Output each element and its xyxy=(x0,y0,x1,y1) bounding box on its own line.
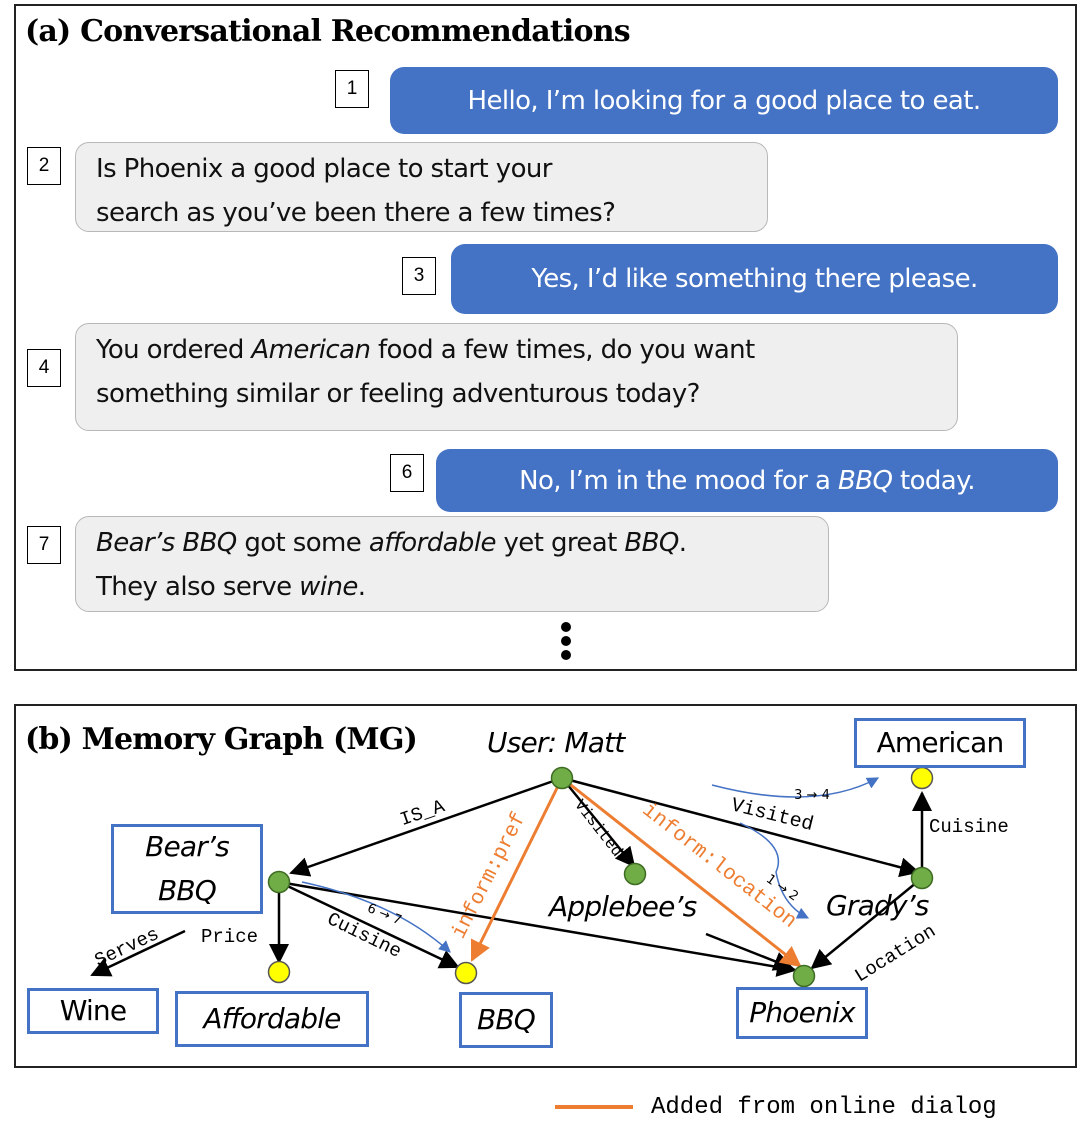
entity-american: American xyxy=(854,718,1026,768)
legend: Added from online dialog xyxy=(555,1092,997,1122)
turn-number-3: 3 xyxy=(402,257,436,295)
user-message-3: Yes, I’d like something there please. xyxy=(451,244,1058,314)
user-message-6: No, I’m in the mood for a BBQ today. xyxy=(436,449,1058,512)
edge-cuisine-bears xyxy=(278,880,460,969)
turn-ref-3-4: 3 → 4 xyxy=(794,788,830,803)
text: . xyxy=(357,572,366,602)
edge-label-serves: Serves xyxy=(91,923,162,972)
node-gradys xyxy=(910,866,934,890)
text: They also serve xyxy=(96,572,300,602)
node-bbq xyxy=(454,961,478,985)
message-line: something similar or feeling adventurous… xyxy=(96,372,937,416)
system-message-4: You ordered American food a few times, d… xyxy=(75,323,958,431)
turn-number-2: 2 xyxy=(27,147,61,185)
user-message-1: Hello, I’m looking for a good place to e… xyxy=(390,67,1058,134)
turn-number-1: 1 xyxy=(335,70,369,108)
message-line: search as you’ve been there a few times? xyxy=(96,191,747,235)
text: got some xyxy=(236,528,369,558)
turn-arrow-1-2 xyxy=(739,822,810,919)
text: Is Phoenix a good place to start your xyxy=(96,154,552,184)
node-label-gradys: Grady’s xyxy=(826,889,929,922)
system-message-2: Is Phoenix a good place to start your sea… xyxy=(75,142,768,232)
legend-orange-line-swatch xyxy=(555,1105,633,1109)
entity-bbq: BBQ xyxy=(459,992,553,1048)
entity-wine: Wine xyxy=(27,988,159,1034)
italic-text: Bear’s BBQ xyxy=(96,528,237,558)
conversation-panel-title: (a) Conversational Recommendations xyxy=(25,14,631,49)
node-user-matt xyxy=(550,766,574,790)
edge-label-cuisine-gradys: Cuisine xyxy=(929,816,1009,838)
node-affordable xyxy=(267,960,291,984)
message-line: Is Phoenix a good place to start your xyxy=(96,147,747,191)
italic-text: affordable xyxy=(368,528,497,558)
legend-label: Added from online dialog xyxy=(651,1093,997,1121)
edge-inform-pref xyxy=(470,777,564,962)
message-line: You ordered American food a few times, d… xyxy=(96,328,937,372)
turn-number-4: 4 xyxy=(27,349,61,387)
message-line: Bear’s BBQ got some affordable yet great… xyxy=(96,521,808,565)
memory-graph-panel-title: (b) Memory Graph (MG) xyxy=(25,722,418,757)
text: . xyxy=(678,528,687,558)
edge-is-a xyxy=(289,776,563,877)
text: Yes, I’d like something there please. xyxy=(531,264,978,294)
edge-bears-phoenix xyxy=(278,880,797,977)
message-line: They also serve wine. xyxy=(96,565,808,609)
edge-label-price: Price xyxy=(201,926,258,948)
node-bears-bbq xyxy=(267,870,291,894)
edge-applebees-phoenix xyxy=(705,932,794,971)
turn-arrow-3-4 xyxy=(711,777,880,798)
entity-bears-bbq-line1: Bear’s xyxy=(145,830,230,863)
edge-visited-applebees xyxy=(561,777,636,868)
edge-label-location: Location xyxy=(851,920,940,987)
text: search as you’ve been there a few times? xyxy=(96,198,616,228)
italic-text: American xyxy=(251,335,371,365)
message-line: No, I’m in the mood for a BBQ today. xyxy=(519,459,975,503)
turn-number-7: 7 xyxy=(27,526,61,564)
node-label-user-matt: User: Matt xyxy=(487,726,625,759)
italic-text: BBQ xyxy=(624,528,679,558)
text: today. xyxy=(892,465,976,496)
edge-serves xyxy=(90,929,186,977)
text: You ordered xyxy=(96,335,252,365)
message-line: Hello, I’m looking for a good place to e… xyxy=(467,79,982,123)
node-phoenix xyxy=(792,964,816,988)
entity-affordable: Affordable xyxy=(175,991,369,1047)
italic-text: BBQ xyxy=(837,465,893,496)
entity-phoenix: Phoenix xyxy=(736,987,868,1039)
text: something similar or feeling adventurous… xyxy=(96,379,700,409)
entity-bears-bbq: Bear’s BBQ xyxy=(111,824,263,914)
turn-arrow-6-7 xyxy=(301,881,451,953)
node-applebees xyxy=(623,862,647,886)
entity-bears-bbq-line2: BBQ xyxy=(157,874,217,907)
node-american xyxy=(910,766,934,790)
edge-inform-location xyxy=(561,776,802,968)
message-line: Yes, I’d like something there please. xyxy=(531,257,978,301)
edge-location xyxy=(810,877,923,970)
text: yet great xyxy=(495,528,625,558)
system-message-7: Bear’s BBQ got some affordable yet great… xyxy=(75,516,829,612)
italic-text: wine xyxy=(299,572,358,602)
text: food a few times, do you want xyxy=(370,335,755,365)
edge-visited-gradys xyxy=(561,776,920,878)
turn-number-6: 6 xyxy=(390,454,424,492)
node-label-applebees: Applebee’s xyxy=(549,890,697,923)
text: Hello, I’m looking for a good place to e… xyxy=(467,85,982,116)
text: No, I’m in the mood for a xyxy=(519,465,838,496)
